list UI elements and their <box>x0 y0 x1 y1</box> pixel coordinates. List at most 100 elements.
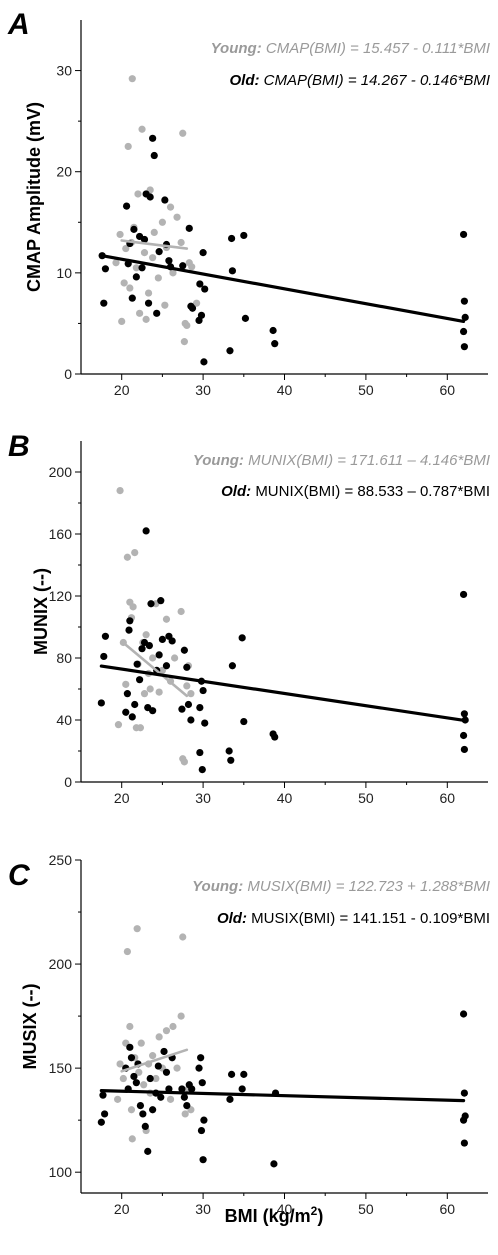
data-point-young-c <box>177 1012 185 1020</box>
data-point-young-a <box>173 213 181 221</box>
data-point-old-b <box>460 745 468 754</box>
data-point-young-a <box>177 238 185 247</box>
data-point-old-a <box>241 314 250 322</box>
data-point-young-a <box>116 230 124 239</box>
data-point-young-c <box>149 1052 157 1060</box>
fit-line-old-b <box>99 664 466 722</box>
data-point-young-b <box>149 654 157 662</box>
data-point-old-c <box>270 1160 278 1168</box>
equation-group-label: Young: <box>211 40 266 57</box>
x-tick-label-c: 20 <box>114 1201 130 1217</box>
data-point-young-b <box>146 685 154 693</box>
data-point-young-c <box>128 1135 136 1143</box>
data-point-young-b <box>177 607 185 616</box>
panel-letter-b: B <box>8 430 30 463</box>
data-point-old-b <box>227 756 235 764</box>
x-tick-label-a: 30 <box>195 382 211 398</box>
data-point-old-a <box>460 343 468 351</box>
data-point-old-a <box>100 299 108 307</box>
data-point-old-c <box>127 1054 136 1062</box>
data-point-young-b <box>116 487 124 495</box>
data-point-old-c <box>226 1095 234 1103</box>
equation-old-b: Old: MUNIX(BMI) = 88.533 – 0.787*BMI <box>221 483 490 500</box>
y-tick-label-c: 200 <box>49 956 73 972</box>
data-point-old-a <box>153 309 161 317</box>
data-point-old-c <box>99 1091 107 1099</box>
panel-letter-a: A <box>7 8 30 41</box>
data-point-old-b <box>100 652 108 661</box>
data-point-old-a <box>155 248 163 256</box>
equation-formula: MUSIX(BMI) = 122.723 + 1.288*BMI <box>247 878 490 895</box>
equation-young-b: Young: MUNIX(BMI) = 171.611 – 4.146*BMI <box>193 452 490 469</box>
y-tick-label-b: 160 <box>49 526 73 542</box>
x-tick-label-a: 20 <box>114 382 130 398</box>
data-point-old-c <box>460 1089 468 1097</box>
data-point-young-b <box>122 680 130 688</box>
equation-group-label: Young: <box>193 452 248 469</box>
data-point-young-b <box>136 724 145 732</box>
data-point-old-b <box>196 704 204 712</box>
data-point-young-a <box>179 129 187 137</box>
data-point-young-c <box>126 1022 134 1031</box>
data-point-young-a <box>149 254 157 262</box>
data-point-old-b <box>149 707 157 715</box>
fit-line-old-c <box>99 1089 466 1103</box>
data-point-young-b <box>131 549 139 557</box>
data-point-young-c <box>155 1033 163 1041</box>
equation-old-c: Old: MUSIX(BMI) = 141.151 - 0.109*BMI <box>217 910 490 927</box>
data-point-young-c <box>123 947 131 956</box>
y-axis-title-a: CMAP Amplitude (mV) <box>24 102 44 292</box>
x-tick-label-b: 50 <box>358 790 374 806</box>
data-point-old-b <box>158 635 166 644</box>
data-point-young-a <box>112 259 120 267</box>
data-point-old-c <box>195 1064 203 1072</box>
x-axis-title-main: BMI (kg/m <box>225 1206 311 1226</box>
equation-group-label: Old: <box>229 72 263 89</box>
data-point-old-b <box>142 527 150 535</box>
data-point-old-b <box>126 617 134 625</box>
data-point-old-c <box>240 1070 248 1078</box>
data-point-old-b <box>178 705 186 713</box>
data-point-old-c <box>149 1106 157 1114</box>
data-point-old-a <box>200 358 208 366</box>
data-point-old-c <box>139 1110 147 1118</box>
data-point-young-c <box>173 1064 181 1072</box>
x-tick-label-b: 20 <box>114 790 130 806</box>
data-point-old-b <box>157 597 165 605</box>
data-point-old-a <box>138 264 146 272</box>
data-point-old-c <box>238 1085 246 1093</box>
data-point-old-a <box>140 235 149 244</box>
x-tick-label-c: 50 <box>358 1201 374 1217</box>
data-point-old-a <box>460 297 468 305</box>
data-point-old-b <box>162 662 171 670</box>
panel-letter-c: C <box>8 859 31 892</box>
data-point-old-a <box>240 231 248 240</box>
data-point-young-b <box>187 690 195 698</box>
data-point-old-b <box>459 590 468 599</box>
panel-b: B 0 40 80 120 160 200 20 30 40 50 60 MUNIX (--) Young… <box>8 430 490 806</box>
x-tick-label-b: 60 <box>440 790 456 806</box>
data-point-young-a <box>126 284 134 292</box>
data-point-young-a <box>161 301 169 309</box>
y-tick-label-c: 150 <box>49 1060 73 1076</box>
data-point-old-c <box>146 1074 154 1083</box>
data-point-old-c <box>198 1079 206 1087</box>
equation-formula: MUNIX(BMI) = 88.533 – 0.787*BMI <box>255 483 490 500</box>
data-point-old-c <box>188 1085 196 1093</box>
data-point-young-c <box>179 933 187 941</box>
data-point-young-a <box>118 317 126 326</box>
data-point-young-a <box>124 142 132 151</box>
data-point-old-a <box>459 230 468 239</box>
data-point-old-c <box>136 1101 145 1110</box>
y-tick-label-a: 0 <box>64 366 72 382</box>
data-point-old-a <box>165 257 173 265</box>
data-point-old-b <box>271 733 279 741</box>
data-point-old-c <box>97 1118 105 1126</box>
data-point-old-a <box>150 151 158 160</box>
fit-line-young-b <box>120 640 189 698</box>
data-point-old-a <box>269 326 277 335</box>
data-point-old-a <box>199 249 207 257</box>
data-point-old-a <box>195 316 203 324</box>
equation-group-label: Old: <box>217 910 251 927</box>
